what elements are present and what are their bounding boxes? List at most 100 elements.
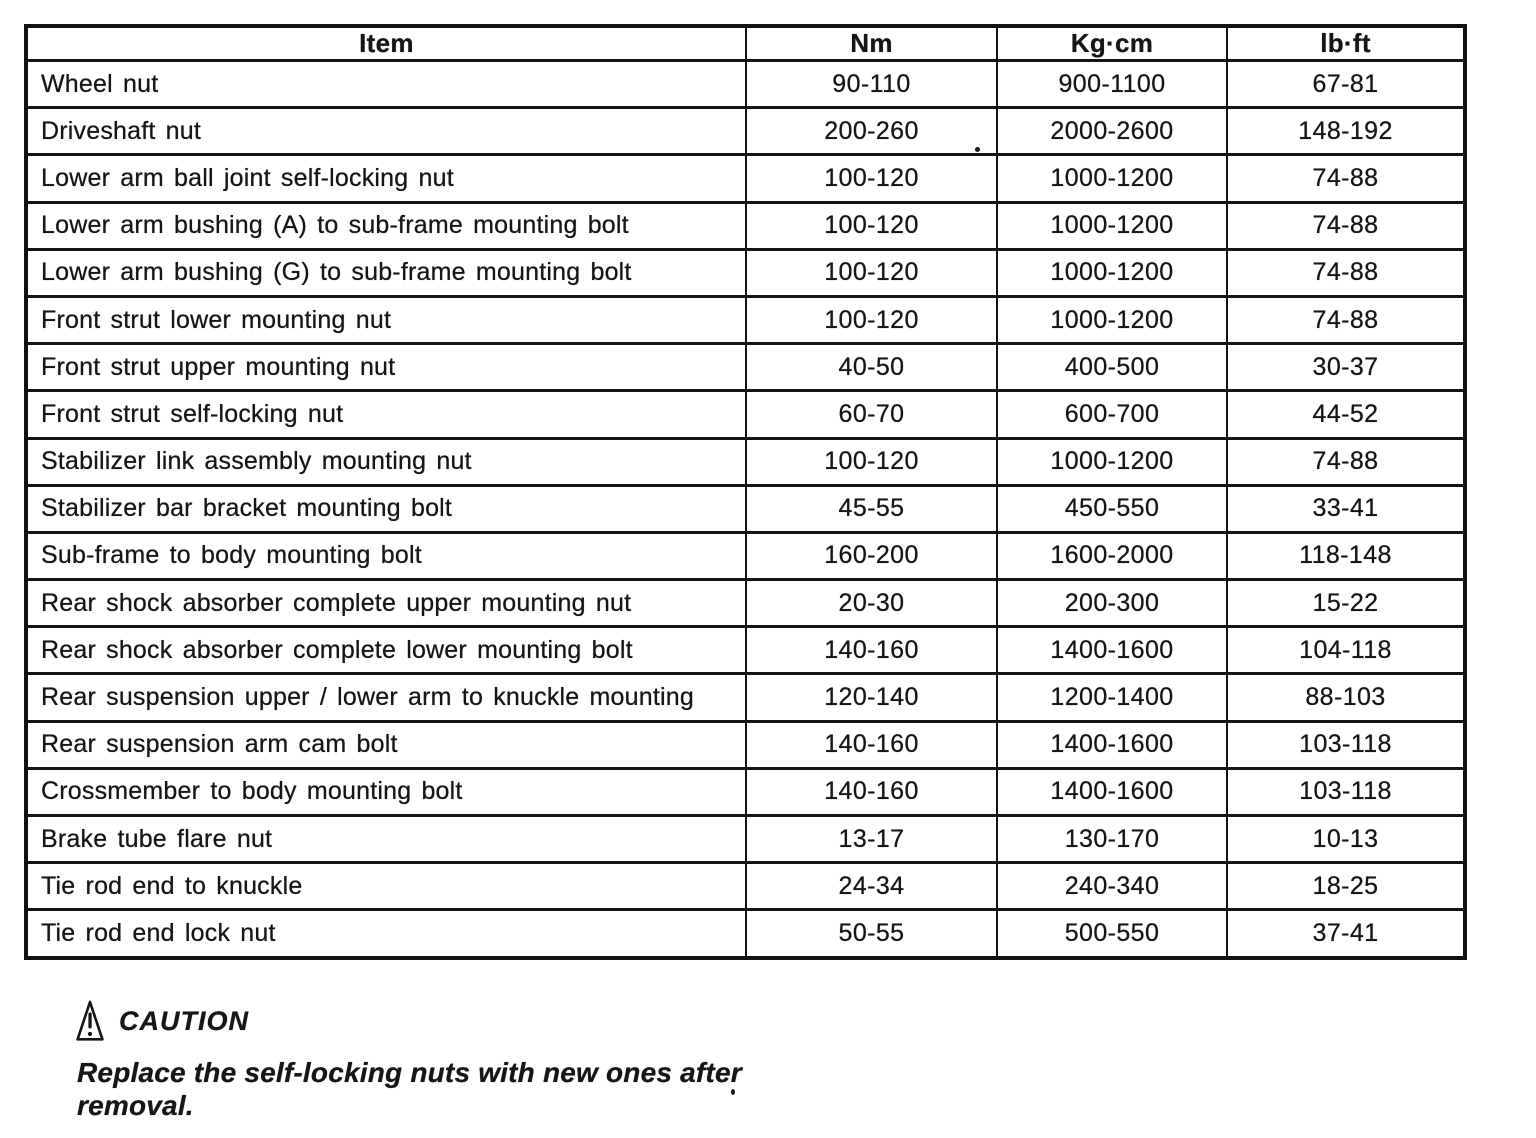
kgcm-cell: 1000-1200 (996, 294, 1228, 346)
item-cell: Tie rod end to knuckle (25, 861, 747, 912)
kgcm-cell: 1000-1200 (996, 153, 1228, 204)
table-row: Rear shock absorber complete lower mount… (25, 625, 1466, 676)
table-header-row: Item Nm Kg·cm lb·ft (25, 24, 1466, 62)
table-row: Rear suspension arm cam bolt 140-160 1400-… (25, 719, 1466, 770)
scan-artifact-dot (731, 1089, 735, 1095)
table-row: Wheel nut 90-110 900-1100 67-81 (25, 58, 1466, 110)
table-row: Rear suspension upper / lower arm to knu… (25, 672, 1466, 723)
table-row: Lower arm bushing (A) to sub-frame mount… (25, 200, 1466, 251)
nm-cell: 60-70 (745, 389, 998, 440)
nm-cell: 100-120 (745, 200, 998, 251)
table-row: Sub-frame to body mounting bolt 160-200 16… (25, 530, 1466, 582)
nm-cell: 120-140 (745, 672, 998, 723)
kgcm-cell: 1600-2000 (996, 530, 1228, 582)
nm-cell: 140-160 (745, 766, 998, 818)
kgcm-cell: 2000-2600 (996, 106, 1228, 157)
table-row: Lower arm bushing (G) to sub-frame mount… (25, 247, 1466, 298)
nm-cell: 100-120 (745, 294, 998, 346)
lbft-cell: 88-103 (1226, 672, 1466, 723)
kgcm-cell: 900-1100 (996, 58, 1228, 110)
nm-cell: 100-120 (745, 153, 998, 204)
kgcm-cell: 1000-1200 (996, 436, 1228, 487)
header-nm: Nm (745, 24, 998, 62)
lbft-cell: 148-192 (1226, 106, 1466, 157)
kgcm-cell: 1400-1600 (996, 766, 1228, 818)
nm-cell: 100-120 (745, 247, 998, 298)
nm-cell: 100-120 (745, 436, 998, 487)
item-cell: Rear shock absorber complete lower mount… (25, 625, 747, 676)
lbft-cell: 37-41 (1226, 908, 1466, 960)
kgcm-cell: 240-340 (996, 861, 1228, 912)
caution-text-line: Replace the self-locking nuts with new o… (77, 1057, 742, 1088)
table-row: Stabilizer bar bracket mounting bolt 45-5… (25, 483, 1466, 534)
nm-cell: 140-160 (745, 625, 998, 676)
nm-cell: 140-160 (745, 719, 998, 770)
nm-cell: 45-55 (745, 483, 998, 534)
table-row: Front strut self-locking nut 60-70 600-700… (25, 389, 1466, 440)
scan-artifact-dot (975, 147, 980, 152)
header-item: Item (25, 24, 747, 62)
caution-text: Replace the self-locking nuts with new o… (77, 1056, 742, 1122)
lbft-cell: 104-118 (1226, 625, 1466, 676)
nm-cell: 90-110 (745, 58, 998, 110)
item-cell: Driveshaft nut (25, 106, 747, 157)
lbft-cell: 74-88 (1226, 247, 1466, 298)
kgcm-cell: 1000-1200 (996, 247, 1228, 298)
lbft-cell: 103-118 (1226, 719, 1466, 770)
nm-cell: 50-55 (745, 908, 998, 960)
item-cell: Tie rod end lock nut (25, 908, 747, 960)
kgcm-cell: 600-700 (996, 389, 1228, 440)
lbft-cell: 74-88 (1226, 200, 1466, 251)
lbft-cell: 74-88 (1226, 294, 1466, 346)
lbft-cell: 10-13 (1226, 813, 1466, 865)
table-row: Brake tube flare nut 13-17 130-170 10-13 (25, 813, 1466, 865)
item-cell: Lower arm bushing (A) to sub-frame mount… (25, 200, 747, 251)
warning-triangle-icon (75, 999, 105, 1043)
table-row: Tie rod end to knuckle 24-34 240-340 18-25 (25, 861, 1466, 912)
item-cell: Lower arm ball joint self-locking nut (25, 153, 747, 204)
nm-cell: 13-17 (745, 813, 998, 865)
caution-note: CAUTION Replace the self-locking nuts wi… (75, 999, 742, 1122)
kgcm-cell: 400-500 (996, 342, 1228, 393)
kgcm-cell: 1000-1200 (996, 200, 1228, 251)
lbft-cell: 44-52 (1226, 389, 1466, 440)
nm-cell: 24-34 (745, 861, 998, 912)
item-cell: Rear suspension arm cam bolt (25, 719, 747, 770)
item-cell: Front strut self-locking nut (25, 389, 747, 440)
kgcm-cell: 500-550 (996, 908, 1228, 960)
table-row: Rear shock absorber complete upper mount… (25, 578, 1466, 629)
item-cell: Crossmember to body mounting bolt (25, 766, 747, 818)
kgcm-cell: 130-170 (996, 813, 1228, 865)
table-row: Lower arm ball joint self-locking nut 100… (25, 153, 1466, 204)
table-row: Stabilizer link assembly mounting nut 100… (25, 436, 1466, 487)
item-cell: Sub-frame to body mounting bolt (25, 530, 747, 582)
item-cell: Wheel nut (25, 58, 747, 110)
lbft-cell: 74-88 (1226, 436, 1466, 487)
item-cell: Rear shock absorber complete upper mount… (25, 578, 747, 629)
table-row: Crossmember to body mounting bolt 140-160… (25, 766, 1466, 818)
header-kgcm: Kg·cm (996, 24, 1228, 62)
nm-cell: 40-50 (745, 342, 998, 393)
item-cell: Front strut upper mounting nut (25, 342, 747, 393)
table-row: Front strut lower mounting nut 100-120 100… (25, 294, 1466, 346)
table-row: Tie rod end lock nut 50-55 500-550 37-41 (25, 908, 1466, 960)
caution-label: CAUTION (119, 1005, 249, 1036)
kgcm-cell: 200-300 (996, 578, 1228, 629)
caution-text-line: removal. (77, 1090, 194, 1121)
lbft-cell: 67-81 (1226, 58, 1466, 110)
item-cell: Brake tube flare nut (25, 813, 747, 865)
lbft-cell: 118-148 (1226, 530, 1466, 582)
torque-spec-table: Item Nm Kg·cm lb·ft Wheel nut 90-110 900-1… (24, 24, 1467, 960)
kgcm-cell: 1400-1600 (996, 719, 1228, 770)
lbft-cell: 30-37 (1226, 342, 1466, 393)
table-row: Front strut upper mounting nut 40-50 400-5… (25, 342, 1466, 393)
lbft-cell: 74-88 (1226, 153, 1466, 204)
table-row: Driveshaft nut 200-260 2000-2600 148-192 (25, 106, 1466, 157)
nm-cell: 20-30 (745, 578, 998, 629)
nm-cell: 160-200 (745, 530, 998, 582)
lbft-cell: 103-118 (1226, 766, 1466, 818)
item-cell: Front strut lower mounting nut (25, 294, 747, 346)
item-cell: Stabilizer bar bracket mounting bolt (25, 483, 747, 534)
lbft-cell: 15-22 (1226, 578, 1466, 629)
lbft-cell: 33-41 (1226, 483, 1466, 534)
